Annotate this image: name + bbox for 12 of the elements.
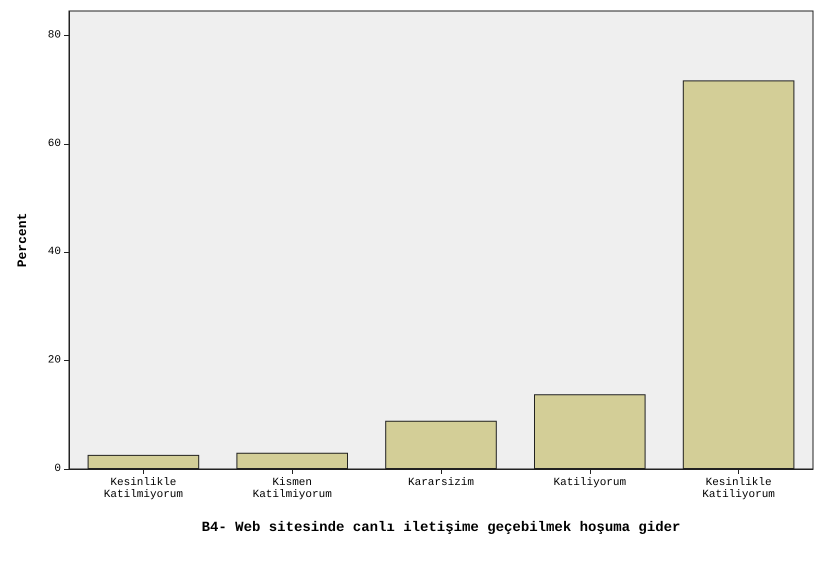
x-tick-label: Kesinlikle Katiliyorum [702, 477, 776, 501]
x-tick-label: Kesinlikle Katilmiyorum [104, 477, 184, 501]
x-tick-label: Kararsizim [408, 477, 474, 489]
x-tick-label: Kismen Katilmiyorum [252, 477, 332, 501]
y-tick-label: 0 [54, 463, 61, 475]
y-tick-label: 20 [48, 354, 61, 367]
y-axis-title: Percent [15, 212, 30, 268]
y-tick-label: 60 [48, 138, 61, 150]
y-tick-label: 80 [48, 29, 61, 42]
x-tick-label: Katiliyorum [553, 477, 626, 489]
y-tick-label: 40 [48, 246, 61, 258]
x-axis-title: B4- Web sitesinde canlı iletişime geçebilmek hoşuma gider [202, 520, 680, 536]
